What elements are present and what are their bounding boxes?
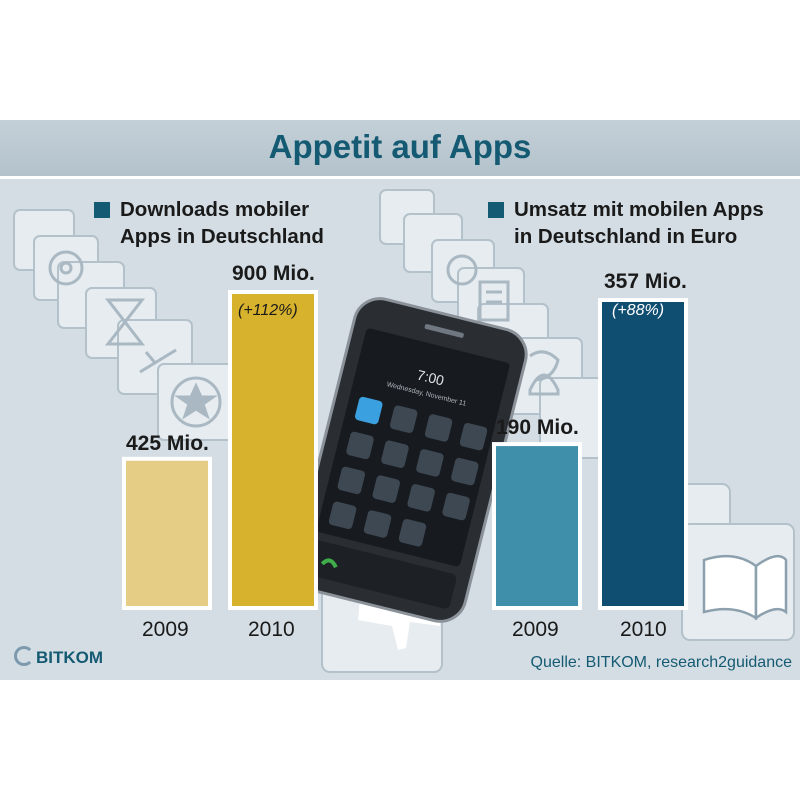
bar-chart-marks	[122, 290, 688, 610]
book-icon	[702, 554, 788, 621]
logo-ring-icon	[14, 646, 34, 666]
bar-umsatz-2010	[598, 298, 688, 610]
value-label-downloads-2010: 900 Mio.	[232, 262, 315, 285]
value-label-umsatz-2009: 190 Mio.	[496, 416, 579, 439]
legend-swatch-umsatz	[488, 202, 504, 218]
smartphone: 7:00 Wednesday, November 11	[292, 297, 528, 623]
change-label-umsatz: (+88%)	[612, 302, 665, 319]
legend-downloads: Downloads mobiler Apps in Deutschland	[94, 196, 324, 250]
title-bar: Appetit auf Apps	[0, 120, 800, 179]
bar-umsatz-2009	[492, 442, 582, 610]
year-label-umsatz-2009: 2009	[512, 618, 559, 641]
year-label-downloads-2009: 2009	[142, 618, 189, 641]
year-label-umsatz-2010: 2010	[620, 618, 667, 641]
phone-time: 7:00	[415, 366, 446, 388]
bar-downloads-2010	[228, 290, 318, 610]
airplane-icon	[358, 584, 440, 650]
source-note: Quelle: BITKOM, research2guidance	[530, 654, 792, 671]
bar-downloads-2009	[122, 456, 212, 610]
year-label-downloads-2010: 2010	[248, 618, 295, 641]
legend-line-1: Downloads mobiler	[120, 198, 310, 221]
legend-line-2: Apps in Deutschland	[120, 225, 324, 248]
legend-swatch-downloads	[94, 202, 110, 218]
infographic-panel: 7:00 Wednesday, November 11 Appetit auf …	[0, 120, 800, 680]
bitkom-logo: BITKOM	[14, 646, 103, 668]
legend-line-1: Umsatz mit mobilen Apps	[514, 198, 764, 221]
value-label-downloads-2009: 425 Mio.	[126, 432, 209, 455]
value-label-umsatz-2010: 357 Mio.	[604, 270, 687, 293]
legend-line-2: in Deutschland in Euro	[514, 225, 738, 248]
logo-text: BITKOM	[36, 648, 104, 667]
change-label-downloads: (+112%)	[238, 302, 298, 319]
chart-title: Appetit auf Apps	[268, 128, 532, 165]
legend-umsatz: Umsatz mit mobilen Apps in Deutschland i…	[488, 196, 764, 250]
background-art: 7:00 Wednesday, November 11	[13, 189, 795, 673]
